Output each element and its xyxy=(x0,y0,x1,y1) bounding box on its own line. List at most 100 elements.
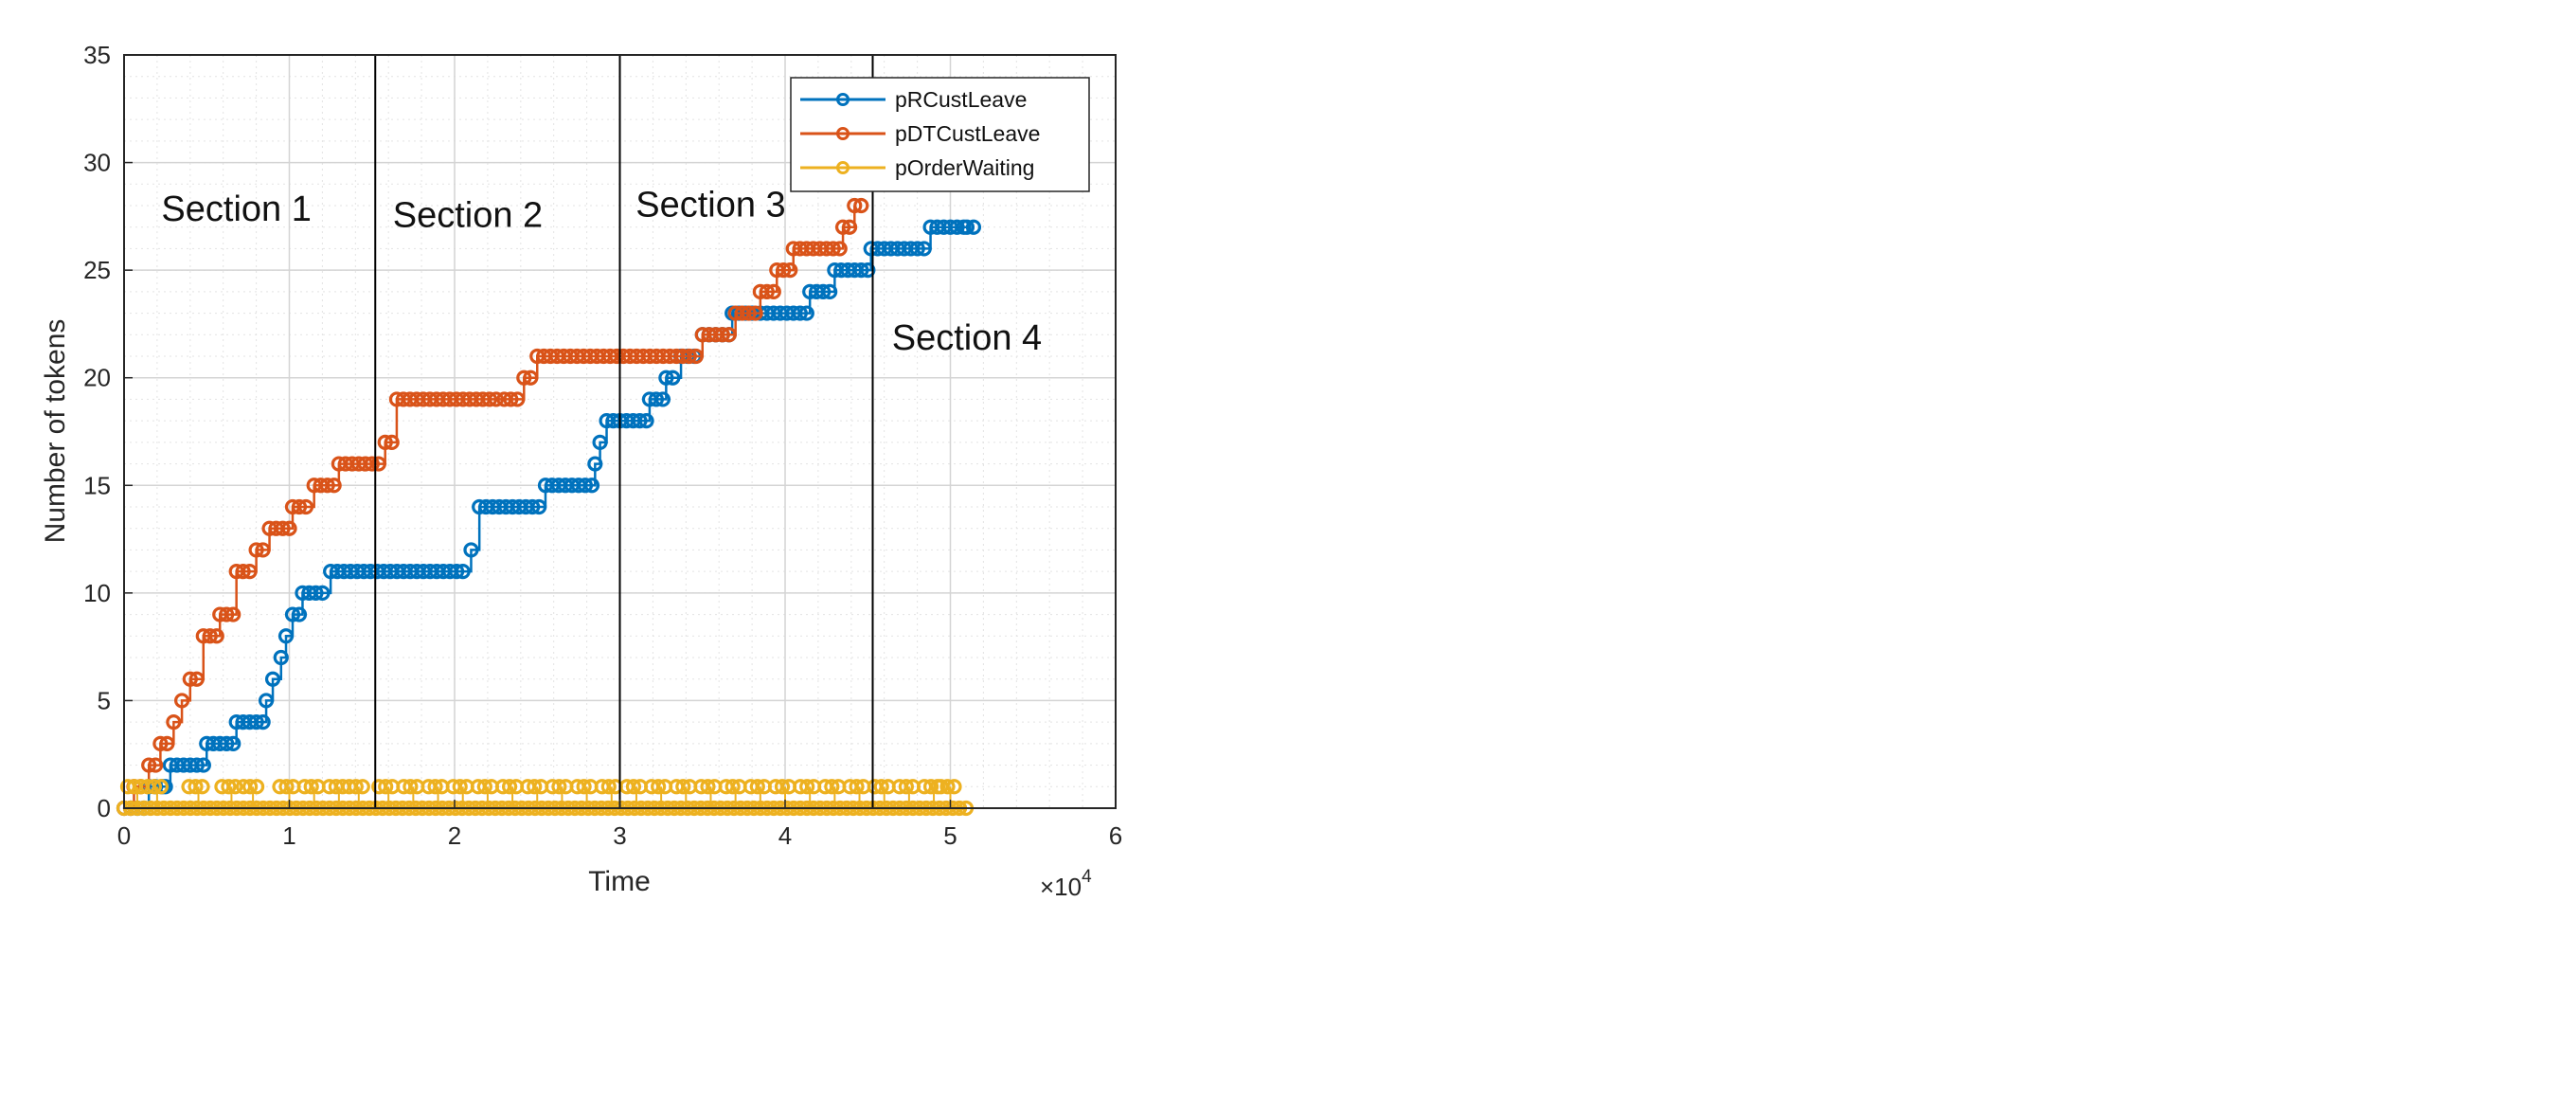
data-point xyxy=(264,671,281,687)
data-point xyxy=(225,735,242,751)
data-point xyxy=(922,779,939,795)
data-point xyxy=(782,262,798,279)
data-point xyxy=(632,413,648,429)
data-point xyxy=(675,779,691,795)
data-point xyxy=(384,434,400,450)
data-point xyxy=(314,585,331,601)
data-point xyxy=(525,498,541,515)
data-point xyxy=(258,693,275,709)
legend-swatch-marker xyxy=(836,127,850,140)
data-point xyxy=(815,283,832,299)
x-axis-ticks: 0 1 2 3 4 5 6 xyxy=(117,800,1122,850)
data-point xyxy=(354,779,370,795)
data-point xyxy=(965,219,982,235)
data-point xyxy=(577,478,594,494)
data-point xyxy=(148,757,164,773)
data-point xyxy=(587,456,603,472)
section-label: Section 3 xyxy=(635,185,785,225)
data-point xyxy=(303,779,319,795)
data-point xyxy=(749,779,765,795)
series-pRCustLeave xyxy=(116,219,982,817)
data-point xyxy=(592,434,608,450)
data-point xyxy=(898,779,914,795)
legend-swatch-marker xyxy=(836,161,850,174)
data-point xyxy=(510,391,526,407)
data-point xyxy=(278,779,295,795)
data-point xyxy=(141,757,157,773)
data-point xyxy=(759,283,775,299)
data-point xyxy=(946,779,962,795)
data-point xyxy=(194,779,210,795)
data-point xyxy=(219,735,235,751)
data-point xyxy=(958,219,975,235)
data-point xyxy=(825,241,841,257)
data-point xyxy=(248,542,264,558)
section-layer: Section 1 Section 2 Section 3 Section 4 xyxy=(161,55,1042,808)
data-point xyxy=(159,735,175,751)
data-point xyxy=(832,241,848,257)
y-tick-label: 15 xyxy=(83,471,111,499)
data-point xyxy=(452,779,468,795)
data-point xyxy=(348,779,364,795)
data-point xyxy=(531,498,547,515)
data-point xyxy=(225,606,242,622)
data-point xyxy=(551,779,567,795)
data-point xyxy=(195,757,211,773)
y-axis-ticks: 0 5 10 15 20 25 30 35 xyxy=(83,41,133,822)
x-exponent-base: ×10 xyxy=(1040,873,1082,901)
data-point xyxy=(255,542,271,558)
data-point xyxy=(658,370,674,386)
x-tick-label: 5 xyxy=(943,821,957,850)
data-point xyxy=(799,779,815,795)
x-tick-label: 4 xyxy=(778,821,792,850)
data-point xyxy=(688,348,704,365)
data-point xyxy=(277,628,295,644)
data-point xyxy=(724,779,741,795)
data-point xyxy=(166,714,182,730)
data-point xyxy=(402,779,419,795)
data-point xyxy=(939,779,956,795)
data-point xyxy=(798,305,814,321)
data-point xyxy=(173,693,190,709)
data-point xyxy=(847,197,863,214)
data-point xyxy=(873,779,889,795)
data-point xyxy=(503,391,519,407)
data-point xyxy=(227,779,243,795)
data-point xyxy=(721,327,737,343)
data-point xyxy=(202,628,218,644)
legend-label: pOrderWaiting xyxy=(895,155,1034,180)
data-point xyxy=(488,391,505,407)
data-point xyxy=(281,520,297,536)
x-tick-label: 3 xyxy=(613,821,626,850)
data-point xyxy=(681,348,697,365)
data-point xyxy=(152,779,169,795)
data-point xyxy=(463,542,479,558)
data-point xyxy=(219,606,235,622)
x-exponent-label: ×104 xyxy=(1040,867,1092,901)
data-point xyxy=(249,779,265,795)
x-tick-label: 2 xyxy=(448,821,461,850)
data-point xyxy=(221,779,237,795)
y-tick-label: 35 xyxy=(83,41,111,69)
y-axis-title: Number of tokens xyxy=(40,319,71,544)
data-point xyxy=(188,757,205,773)
data-point xyxy=(188,779,204,795)
data-point xyxy=(700,779,716,795)
data-point xyxy=(600,779,617,795)
data-point xyxy=(242,779,259,795)
data-point xyxy=(774,779,791,795)
data-point xyxy=(235,564,251,580)
data-point xyxy=(248,714,264,730)
data-point xyxy=(583,478,600,494)
data-point xyxy=(146,779,162,795)
legend-label: pDTCustLeave xyxy=(895,121,1040,146)
x-tick-label: 1 xyxy=(282,821,295,850)
data-point xyxy=(853,197,869,214)
data-point xyxy=(377,434,393,450)
data-point xyxy=(188,671,205,687)
data-point xyxy=(638,413,654,429)
data-point xyxy=(284,606,301,622)
x-tick-label: 0 xyxy=(117,821,131,850)
